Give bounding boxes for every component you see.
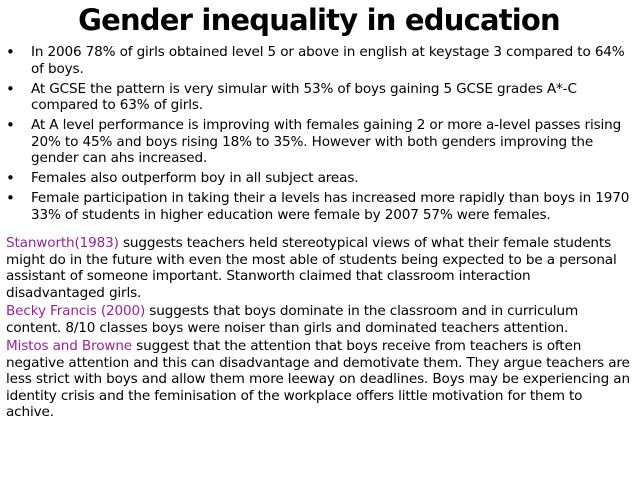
study-paragraphs: Stanworth(1983) suggests teachers held s…: [6, 235, 632, 423]
study-paragraph-mistos-browne: Mistos and Browne suggest that the atten…: [6, 338, 632, 421]
bullet-text: At A level performance is improving with…: [31, 117, 622, 166]
bullet-item: • Female participation in taking their a…: [6, 190, 630, 223]
bullet-list: • In 2006 78% of girls obtained level 5 …: [6, 44, 630, 227]
bullet-item: • Females also outperform boy in all sub…: [6, 170, 630, 187]
bullet-icon: •: [6, 116, 15, 134]
bullet-text: Females also outperform boy in all subje…: [31, 170, 359, 186]
bullet-item: • At GCSE the pattern is very simular wi…: [6, 79, 630, 114]
slide-title: Gender inequality in education: [78, 3, 561, 37]
bullet-text: In 2006 78% of girls obtained level 5 or…: [31, 44, 625, 77]
study-text: suggests that boys dominate in the class…: [6, 303, 579, 336]
study-paragraph-stanworth: Stanworth(1983) suggests teachers held s…: [6, 235, 632, 301]
study-source: Stanworth(1983): [6, 235, 119, 251]
bullet-icon: •: [6, 79, 15, 98]
study-text: suggests teachers held stereotypical vie…: [6, 235, 617, 301]
bullet-icon: •: [6, 43, 15, 61]
bullet-item: • At A level performance is improving wi…: [6, 117, 630, 167]
bullet-text: At GCSE the pattern is very simular with…: [31, 80, 577, 114]
study-source: Becky Francis (2000): [6, 303, 146, 319]
bullet-icon: •: [6, 189, 15, 207]
bullet-icon: •: [6, 169, 15, 187]
study-text: suggest that the attention that boys rec…: [6, 338, 630, 420]
bullet-item: • In 2006 78% of girls obtained level 5 …: [6, 44, 630, 77]
bullet-text: Female participation in taking their a l…: [31, 190, 630, 223]
study-source: Mistos and Browne: [6, 338, 133, 354]
study-paragraph-francis: Becky Francis (2000) suggests that boys …: [6, 303, 632, 336]
